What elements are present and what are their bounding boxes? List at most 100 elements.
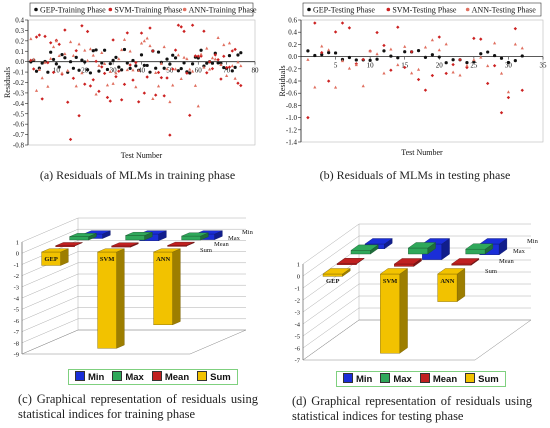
category-label: GEP [44, 256, 57, 263]
data-point [202, 29, 206, 33]
data-point [105, 83, 110, 87]
y-tick-label: -4 [14, 296, 20, 303]
data-point [60, 53, 64, 57]
bar-top [350, 244, 379, 251]
data-point [120, 68, 124, 72]
legend-box [29, 2, 254, 17]
data-point [114, 74, 118, 79]
data-point [88, 47, 93, 51]
data-point [306, 115, 310, 120]
bar-top [336, 258, 365, 264]
data-point [210, 61, 215, 65]
data-point [162, 94, 166, 98]
data-point [205, 71, 209, 75]
data-point [159, 75, 164, 80]
bar-front [322, 273, 343, 277]
data-point [173, 48, 178, 52]
y-tick-label: -1.2 [286, 126, 298, 134]
legend-label: SVM-Training Phase [114, 6, 182, 15]
data-point [444, 61, 448, 65]
data-point [111, 58, 115, 63]
y-tick-label: -3 [14, 284, 19, 291]
bar-mean [336, 257, 365, 265]
depth-label: Min [527, 238, 539, 245]
bar-top [379, 268, 409, 275]
data-point [230, 49, 234, 53]
grid-line [302, 235, 360, 277]
data-point [193, 83, 198, 87]
data-point [68, 137, 73, 142]
data-point [389, 47, 393, 51]
data-point [91, 49, 95, 53]
data-point [239, 51, 243, 55]
x-tick-label: 30 [505, 62, 513, 70]
data-point [34, 88, 39, 92]
depth-label: Max [513, 248, 526, 255]
data-point [105, 95, 110, 100]
bar-top [465, 243, 494, 250]
data-point [156, 50, 161, 54]
data-point [182, 55, 186, 59]
data-point [128, 49, 132, 53]
data-point [165, 67, 169, 71]
legend-item-mean: Mean [419, 373, 458, 385]
data-point [520, 46, 524, 50]
data-point [119, 98, 124, 102]
data-point [105, 67, 110, 72]
legend-label: Sum [478, 374, 499, 385]
x-tick-label: 60 [195, 67, 203, 75]
bar-mean [111, 242, 139, 248]
data-point [233, 76, 237, 80]
data-point [111, 81, 115, 85]
grid-line [302, 295, 360, 337]
bar-front [125, 235, 145, 241]
data-point [151, 49, 155, 53]
data-point [168, 62, 172, 66]
plot-area [300, 19, 544, 143]
legend-swatch [380, 373, 391, 383]
data-point [122, 82, 127, 87]
data-point [210, 56, 215, 60]
y-tick-label: 0.2 [288, 41, 297, 49]
data-point [173, 56, 178, 60]
data-point [34, 69, 39, 73]
grid-line [21, 217, 79, 243]
data-point [205, 61, 209, 65]
data-point [85, 58, 90, 62]
data-point [403, 50, 407, 54]
bar-side [116, 248, 125, 349]
data-point [222, 65, 226, 70]
floor [21, 329, 247, 355]
y-tick-label: 0.4 [288, 29, 297, 37]
data-point [403, 44, 407, 48]
legend-label: Mean [432, 374, 458, 385]
data-point [506, 95, 511, 100]
data-point [430, 38, 434, 42]
grid-line [21, 262, 79, 287]
bar-top [55, 242, 83, 246]
data-point [139, 53, 144, 57]
data-point [77, 42, 81, 46]
depth-label: Min [242, 229, 254, 236]
data-point [185, 71, 189, 75]
bar-mean [55, 242, 83, 247]
data-point [100, 50, 104, 54]
data-point [100, 65, 104, 69]
grid-line [302, 259, 360, 301]
legend-label: Max [125, 372, 144, 383]
data-point [145, 36, 149, 40]
data-point [49, 56, 53, 60]
data-point [451, 58, 455, 62]
data-point [165, 76, 169, 80]
data-point [389, 54, 393, 58]
data-point [313, 85, 317, 89]
bar-sum [97, 248, 125, 349]
data-point [458, 57, 462, 62]
legend-marker [108, 7, 113, 12]
legend-item-mean: Mean [151, 371, 189, 383]
legend-label: Sum [210, 372, 231, 383]
category-label: SVM [383, 278, 397, 285]
legend-marker [307, 7, 311, 12]
y-tick-label: -0.2 [286, 65, 298, 73]
data-point [71, 76, 76, 80]
